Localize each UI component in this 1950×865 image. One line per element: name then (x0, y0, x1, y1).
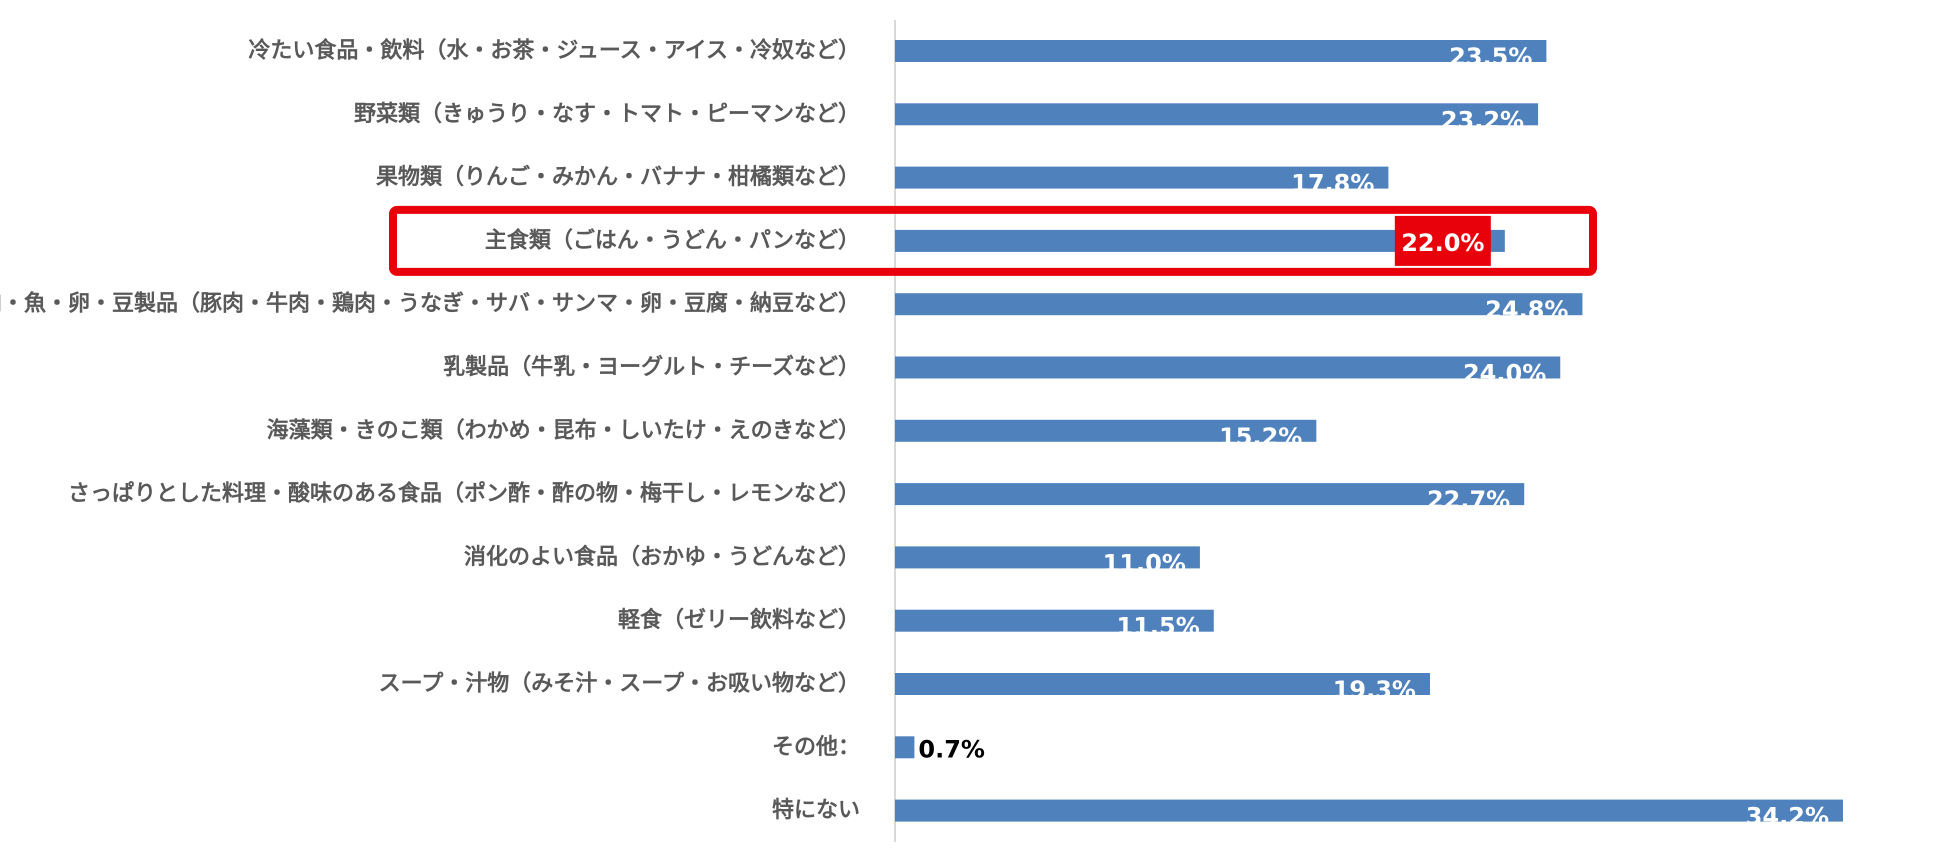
value-label: 24.0% (1463, 360, 1546, 388)
value-label: 17.8% (1291, 170, 1374, 198)
bar (895, 673, 1430, 695)
bar (895, 609, 1214, 632)
category-labels: 冷たい食品・飲料（水・お茶・ジュース・アイス・冷奴など） 野菜類（きゅうり・なす・… (0, 38, 860, 824)
bars (895, 40, 1843, 822)
category-label: 軽食（ゼリー飲料など） (618, 607, 860, 633)
value-label: 11.0% (1103, 549, 1186, 577)
category-label: 冷たい食品・飲料（水・お茶・ジュース・アイス・冷奴など） (248, 38, 860, 64)
value-label: 19.3% (1333, 676, 1416, 704)
category-label: 乳製品（牛乳・ヨーグルト・チーズなど） (443, 354, 860, 380)
value-labels: 23.5% 23.2% 17.8% 22.0% 24.8% 24.0% 15.2% 22.7%… (918, 43, 1829, 831)
value-label: 15.2% (1219, 423, 1302, 451)
value-label: 11.5% (1117, 613, 1200, 641)
category-label: さっぱりとした料理・酸味のある食品（ポン酢・酢の物・梅干し・レモンなど） (68, 481, 860, 507)
category-label: 特にない (772, 797, 860, 823)
bar (895, 419, 1317, 442)
bar (895, 483, 1525, 506)
category-label: スープ・汁物（みそ汁・スープ・お吸い物など） (379, 671, 860, 697)
category-label: 果物類（りんご・みかん・バナナ・柑橘類など） (376, 164, 860, 190)
highlight-frame (389, 205, 1597, 276)
value-label: 23.5% (1449, 43, 1532, 71)
bar (895, 40, 1547, 62)
category-label: その他： (772, 735, 860, 760)
value-label: 22.7% (1427, 486, 1510, 514)
bar (895, 546, 1200, 569)
bar (895, 799, 1843, 822)
category-label: 野菜類（きゅうり・なす・トマト・ピーマンなど） (354, 102, 860, 127)
value-label: 0.7% (918, 735, 985, 763)
bar (895, 103, 1539, 126)
category-label: 消化のよい食品（おかゆ・うどんなど） (464, 544, 860, 570)
bar (895, 166, 1389, 189)
bar (895, 356, 1561, 379)
value-label: 23.2% (1441, 106, 1524, 134)
value-label: 22.0% (1401, 229, 1484, 257)
bar (895, 736, 915, 759)
category-label: 肉・魚・卵・豆製品（豚肉・牛肉・鶏肉・うなぎ・サバ・サンマ・卵・豆腐・納豆など） (0, 291, 860, 317)
category-label: 主食類（ごはん・うどん・パンなど） (485, 227, 860, 253)
bar (895, 293, 1583, 316)
value-label: 24.8% (1485, 296, 1568, 324)
category-label: 海藻類・きのこ類（わかめ・昆布・しいたけ・えのきなど） (267, 417, 860, 443)
highlight-value-badge (1394, 215, 1491, 266)
value-label: 34.2% (1746, 803, 1829, 831)
bar (895, 229, 1505, 252)
